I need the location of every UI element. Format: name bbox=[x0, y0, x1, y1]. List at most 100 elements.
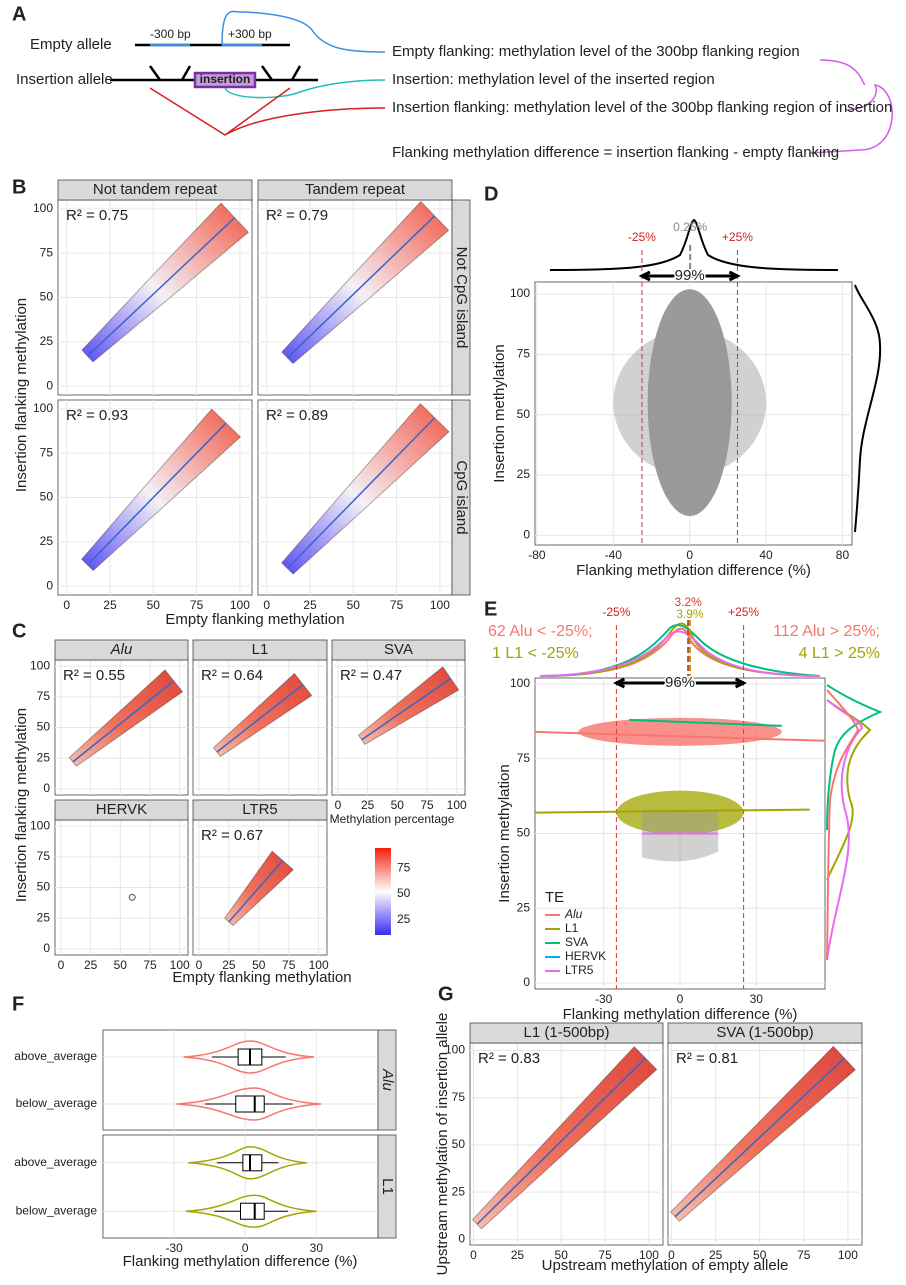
panel-label: F bbox=[12, 993, 24, 1015]
panel-label: G bbox=[438, 983, 454, 1005]
confidence-band bbox=[641, 809, 719, 862]
y-tick-label: 75 bbox=[452, 1090, 466, 1104]
fit-line bbox=[228, 860, 284, 923]
fit-line bbox=[674, 1057, 845, 1218]
x-tick-label: 50 bbox=[147, 598, 161, 612]
box bbox=[242, 1154, 263, 1172]
y-tick-label: 100 bbox=[510, 676, 530, 690]
x-tick-label: 0 bbox=[263, 598, 270, 612]
colorbar-title: Methylation percentage bbox=[330, 812, 455, 826]
y-tick-label: 0 bbox=[523, 975, 530, 989]
arrow bbox=[224, 79, 386, 99]
fit-line bbox=[534, 808, 810, 814]
x-axis-title: Flanking methylation difference (%) bbox=[123, 1253, 358, 1270]
count-annotation: 4 L1 > 25% bbox=[799, 645, 880, 662]
r2-annotation: R² = 0.75 bbox=[66, 207, 128, 224]
span-label: 99% bbox=[675, 267, 705, 284]
x-tick-label: 0 bbox=[677, 992, 684, 1006]
x-tick-label: 100 bbox=[430, 598, 450, 612]
panel-label: D bbox=[484, 183, 498, 205]
y-axis-title: Upstream methylation of insertion allele bbox=[434, 1013, 451, 1276]
y-tick-label: 75 bbox=[37, 849, 51, 863]
x-tick-label: 75 bbox=[390, 598, 404, 612]
point-cloud bbox=[616, 790, 744, 835]
y-tick-label: 100 bbox=[30, 818, 50, 832]
x-tick-label: 75 bbox=[420, 798, 434, 812]
diagram bbox=[110, 10, 893, 154]
x-tick-label: 0 bbox=[470, 1248, 477, 1262]
x-tick-label: 75 bbox=[143, 958, 157, 972]
count-annotation: 62 Alu < -25%; bbox=[488, 623, 593, 640]
x-tick-label: 75 bbox=[282, 958, 296, 972]
category-label: below_average bbox=[16, 1096, 98, 1110]
fit-line bbox=[534, 730, 826, 742]
strip-label: Alu bbox=[110, 641, 133, 658]
panel-label: B bbox=[12, 176, 26, 198]
allele-label: Insertion allele bbox=[16, 71, 113, 88]
x-tick-label: -80 bbox=[528, 548, 546, 562]
y-tick-label: 0 bbox=[458, 1232, 465, 1246]
y-tick-label: 100 bbox=[445, 1043, 465, 1057]
legend-label: SVA bbox=[565, 935, 588, 949]
y-tick-label: 50 bbox=[40, 490, 54, 504]
bracket bbox=[809, 59, 893, 154]
definition: Flanking methylation difference = insert… bbox=[392, 144, 839, 161]
y-tick-label: 50 bbox=[452, 1137, 466, 1151]
fit-line bbox=[286, 215, 436, 359]
y-tick-label: 25 bbox=[37, 750, 51, 764]
x-tick-label: 80 bbox=[836, 548, 850, 562]
x-tick-label: 0 bbox=[242, 1241, 249, 1255]
x-tick-label: 100 bbox=[309, 958, 329, 972]
legend-label: HERVK bbox=[565, 949, 606, 963]
y-axis-title: Insertion methylation bbox=[496, 764, 513, 902]
y-tick-label: 0 bbox=[523, 528, 530, 542]
ticks bbox=[148, 65, 302, 81]
strip bbox=[57, 179, 253, 201]
x-tick-label: 0 bbox=[58, 958, 65, 972]
y-tick-label: 50 bbox=[40, 290, 54, 304]
x-tick-label: 50 bbox=[391, 798, 405, 812]
point-cloud bbox=[647, 289, 732, 517]
fit-line bbox=[476, 1057, 646, 1225]
strip bbox=[469, 1022, 664, 1044]
strip-label: HERVK bbox=[96, 801, 147, 818]
r2-annotation: R² = 0.47 bbox=[340, 667, 402, 684]
strip bbox=[451, 199, 471, 396]
x-tick-label: 0 bbox=[668, 1248, 675, 1262]
plot-background bbox=[102, 1029, 379, 1131]
x-tick-label: 100 bbox=[447, 798, 467, 812]
y-tick-label: 100 bbox=[33, 401, 53, 415]
r2-annotation: R² = 0.55 bbox=[63, 667, 125, 684]
r2-annotation: R² = 0.64 bbox=[201, 667, 263, 684]
plot-background bbox=[102, 1134, 379, 1239]
strip bbox=[667, 1022, 863, 1044]
strip bbox=[377, 1029, 397, 1131]
legend-label: L1 bbox=[565, 921, 579, 935]
x-tick-label: 0 bbox=[63, 598, 70, 612]
legend-label: Alu bbox=[564, 907, 583, 921]
y-tick-label: 50 bbox=[517, 826, 531, 840]
y-tick-label: 50 bbox=[517, 407, 531, 421]
x-tick-label: 25 bbox=[103, 598, 117, 612]
threshold-label: +25% bbox=[722, 230, 753, 244]
violin bbox=[183, 1040, 315, 1074]
x-tick-label: 50 bbox=[114, 958, 128, 972]
strip-label: L1 bbox=[252, 641, 269, 658]
colorbar bbox=[375, 848, 391, 935]
y-tick-label: 75 bbox=[40, 445, 54, 459]
x-tick-label: 50 bbox=[555, 1248, 569, 1262]
strip-label: LTR5 bbox=[242, 801, 278, 818]
x-tick-label: 25 bbox=[303, 598, 317, 612]
y-tick-label: 50 bbox=[37, 720, 51, 734]
y-tick-label: 25 bbox=[40, 334, 54, 348]
x-tick-label: 25 bbox=[84, 958, 98, 972]
y-tick-label: 0 bbox=[46, 378, 53, 392]
density bbox=[854, 284, 882, 533]
x-tick-label: 75 bbox=[598, 1248, 612, 1262]
x-tick-label: 30 bbox=[750, 992, 764, 1006]
density bbox=[549, 218, 839, 271]
fit-line bbox=[72, 680, 175, 763]
allele-label: Empty allele bbox=[30, 36, 112, 53]
